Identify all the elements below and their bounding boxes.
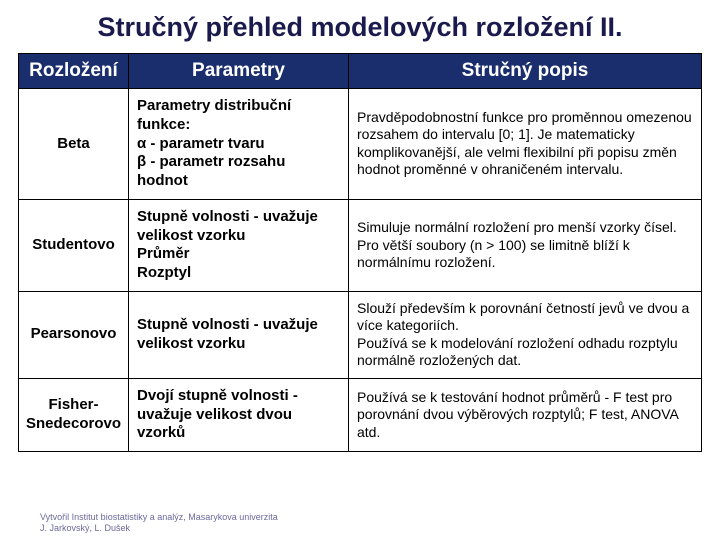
header-rozlozeni: Rozložení: [19, 54, 129, 89]
dist-desc: Pravděpodobnostní funkce pro proměnnou o…: [349, 89, 702, 200]
table-row: Studentovo Stupně volnosti - uvažuje vel…: [19, 199, 702, 291]
slide: Stručný přehled modelových rozložení II.…: [0, 0, 720, 540]
dist-params: Stupně volnosti - uvažuje velikost vzork…: [129, 291, 349, 378]
dist-name: Studentovo: [19, 199, 129, 291]
distribution-table: Rozložení Parametry Stručný popis Beta P…: [18, 53, 702, 452]
dist-name: Pearsonovo: [19, 291, 129, 378]
footer: Vytvořil Institut biostatistiky a analýz…: [40, 512, 278, 534]
dist-desc: Simuluje normální rozložení pro menší vz…: [349, 199, 702, 291]
dist-desc: Používá se k testování hodnot průměrů - …: [349, 378, 702, 451]
table-header-row: Rozložení Parametry Stručný popis: [19, 54, 702, 89]
dist-params: Stupně volnosti - uvažuje velikost vzork…: [129, 199, 349, 291]
page-title: Stručný přehled modelových rozložení II.: [18, 12, 702, 43]
dist-desc: Slouží především k porovnání četností je…: [349, 291, 702, 378]
footer-line2: J. Jarkovský, L. Dušek: [40, 523, 278, 534]
dist-params: Dvojí stupně volnosti - uvažuje velikost…: [129, 378, 349, 451]
table-row: Beta Parametry distribuční funkce:α - pa…: [19, 89, 702, 200]
table-row: Pearsonovo Stupně volnosti - uvažuje vel…: [19, 291, 702, 378]
footer-line1: Vytvořil Institut biostatistiky a analýz…: [40, 512, 278, 523]
dist-params: Parametry distribuční funkce:α - paramet…: [129, 89, 349, 200]
table-row: Fisher-Snedecorovo Dvojí stupně volnosti…: [19, 378, 702, 451]
dist-name: Beta: [19, 89, 129, 200]
header-parametry: Parametry: [129, 54, 349, 89]
header-popis: Stručný popis: [349, 54, 702, 89]
dist-name: Fisher-Snedecorovo: [19, 378, 129, 451]
